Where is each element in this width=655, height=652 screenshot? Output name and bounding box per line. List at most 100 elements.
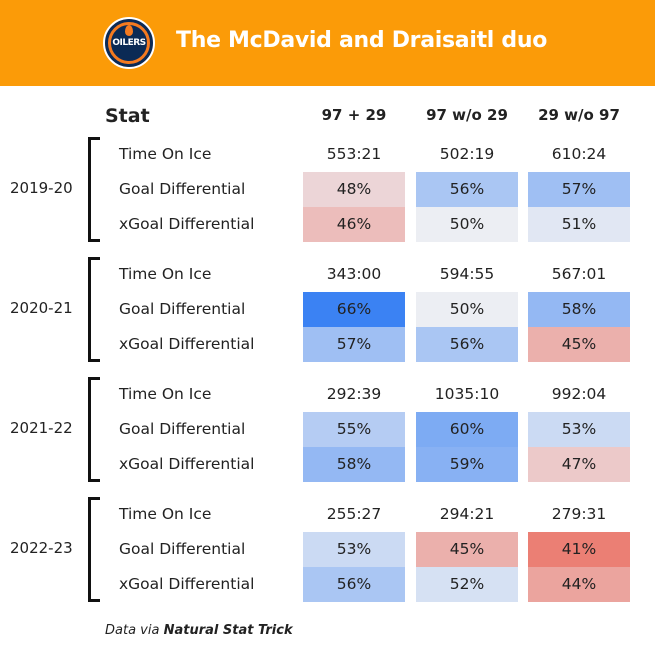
cell-value: 255:27 bbox=[326, 505, 382, 523]
cell-value: 52 bbox=[449, 575, 470, 593]
cell-value: 502:19 bbox=[439, 145, 495, 163]
cell-value: 45 bbox=[561, 335, 582, 353]
cell-value: 57 bbox=[561, 180, 582, 198]
cell-value: 56 bbox=[449, 180, 470, 198]
season-group: 2021-22 Time On Ice 292:39 1035:10 992:04 Goa… bbox=[0, 377, 655, 482]
footer-source: Data via Natural Stat Trick bbox=[105, 623, 293, 638]
pct-cell: 52% bbox=[416, 567, 518, 602]
table-row: Time On Ice 292:39 1035:10 992:04 bbox=[0, 377, 655, 412]
percent-sign: % bbox=[581, 420, 597, 438]
pct-cell: 50% bbox=[416, 207, 518, 242]
group-bracket bbox=[88, 377, 100, 482]
pct-cell: 59% bbox=[416, 447, 518, 482]
stat-label: Goal Differential bbox=[119, 300, 246, 318]
stat-label: Time On Ice bbox=[119, 145, 212, 163]
table-row: xGoal Differential 58% 59% 47% bbox=[0, 447, 655, 482]
cell-value: 594:55 bbox=[439, 265, 495, 283]
percent-sign: % bbox=[356, 215, 372, 233]
season-label: 2020-21 bbox=[10, 299, 73, 317]
toi-cell: 553:21 bbox=[303, 137, 405, 172]
stat-label: xGoal Differential bbox=[119, 335, 255, 353]
column-header: 97 + 29 bbox=[321, 106, 387, 124]
percent-sign: % bbox=[469, 455, 485, 473]
cell-value: 610:24 bbox=[551, 145, 607, 163]
cell-value: 50 bbox=[449, 215, 470, 233]
table-row: Goal Differential 53% 45% 41% bbox=[0, 532, 655, 567]
cell-value: 53 bbox=[561, 420, 582, 438]
table-row: Goal Differential 66% 50% 58% bbox=[0, 292, 655, 327]
cell-value: 567:01 bbox=[551, 265, 607, 283]
percent-sign: % bbox=[581, 215, 597, 233]
cell-value: 56 bbox=[336, 575, 357, 593]
percent-sign: % bbox=[356, 540, 372, 558]
percent-sign: % bbox=[469, 335, 485, 353]
percent-sign: % bbox=[469, 540, 485, 558]
toi-cell: 1035:10 bbox=[416, 377, 518, 412]
cell-value: 46 bbox=[336, 215, 357, 233]
percent-sign: % bbox=[356, 300, 372, 318]
pct-cell: 48% bbox=[303, 172, 405, 207]
pct-cell: 60% bbox=[416, 412, 518, 447]
pct-cell: 41% bbox=[528, 532, 630, 567]
toi-cell: 610:24 bbox=[528, 137, 630, 172]
pct-cell: 46% bbox=[303, 207, 405, 242]
stat-label: Time On Ice bbox=[119, 505, 212, 523]
toi-cell: 502:19 bbox=[416, 137, 518, 172]
chart-title: The McDavid and Draisaitl duo bbox=[176, 28, 548, 53]
title-banner: OILERS The McDavid and Draisaitl duo bbox=[0, 0, 655, 86]
cell-value: 279:31 bbox=[551, 505, 607, 523]
pct-cell: 45% bbox=[416, 532, 518, 567]
pct-cell: 53% bbox=[303, 532, 405, 567]
cell-value: 292:39 bbox=[326, 385, 382, 403]
cell-value: 45 bbox=[449, 540, 470, 558]
percent-sign: % bbox=[581, 455, 597, 473]
cell-value: 55 bbox=[336, 420, 357, 438]
cell-value: 553:21 bbox=[326, 145, 382, 163]
percent-sign: % bbox=[356, 420, 372, 438]
toi-cell: 279:31 bbox=[528, 497, 630, 532]
table-row: xGoal Differential 56% 52% 44% bbox=[0, 567, 655, 602]
percent-sign: % bbox=[581, 180, 597, 198]
percent-sign: % bbox=[581, 300, 597, 318]
stat-column-header: Stat bbox=[105, 105, 150, 127]
toi-cell: 294:21 bbox=[416, 497, 518, 532]
percent-sign: % bbox=[581, 335, 597, 353]
toi-cell: 567:01 bbox=[528, 257, 630, 292]
cell-value: 58 bbox=[336, 455, 357, 473]
oilers-logo: OILERS bbox=[103, 17, 155, 69]
season-label: 2021-22 bbox=[10, 419, 73, 437]
cell-value: 59 bbox=[449, 455, 470, 473]
season-label: 2022-23 bbox=[10, 539, 73, 557]
cell-value: 294:21 bbox=[439, 505, 495, 523]
pct-cell: 50% bbox=[416, 292, 518, 327]
season-group: 2022-23 Time On Ice 255:27 294:21 279:31 Goal… bbox=[0, 497, 655, 602]
pct-cell: 57% bbox=[528, 172, 630, 207]
cell-value: 57 bbox=[336, 335, 357, 353]
pct-cell: 56% bbox=[303, 567, 405, 602]
cell-value: 56 bbox=[449, 335, 470, 353]
table-row: Goal Differential 48% 56% 57% bbox=[0, 172, 655, 207]
table-row: Time On Ice 343:00 594:55 567:01 bbox=[0, 257, 655, 292]
cell-value: 60 bbox=[449, 420, 470, 438]
pct-cell: 57% bbox=[303, 327, 405, 362]
pct-cell: 55% bbox=[303, 412, 405, 447]
toi-cell: 992:04 bbox=[528, 377, 630, 412]
pct-cell: 66% bbox=[303, 292, 405, 327]
pct-cell: 56% bbox=[416, 327, 518, 362]
stat-label: Goal Differential bbox=[119, 420, 246, 438]
group-bracket bbox=[88, 497, 100, 602]
cell-value: 50 bbox=[449, 300, 470, 318]
season-label: 2019-20 bbox=[10, 179, 73, 197]
pct-cell: 44% bbox=[528, 567, 630, 602]
percent-sign: % bbox=[356, 335, 372, 353]
cell-value: 66 bbox=[336, 300, 357, 318]
cell-value: 58 bbox=[561, 300, 582, 318]
season-group: 2020-21 Time On Ice 343:00 594:55 567:01 Goal… bbox=[0, 257, 655, 362]
column-header: 97 w/o 29 bbox=[426, 106, 508, 124]
cell-value: 51 bbox=[561, 215, 582, 233]
percent-sign: % bbox=[469, 300, 485, 318]
percent-sign: % bbox=[469, 180, 485, 198]
pct-cell: 47% bbox=[528, 447, 630, 482]
percent-sign: % bbox=[469, 420, 485, 438]
cell-value: 53 bbox=[336, 540, 357, 558]
